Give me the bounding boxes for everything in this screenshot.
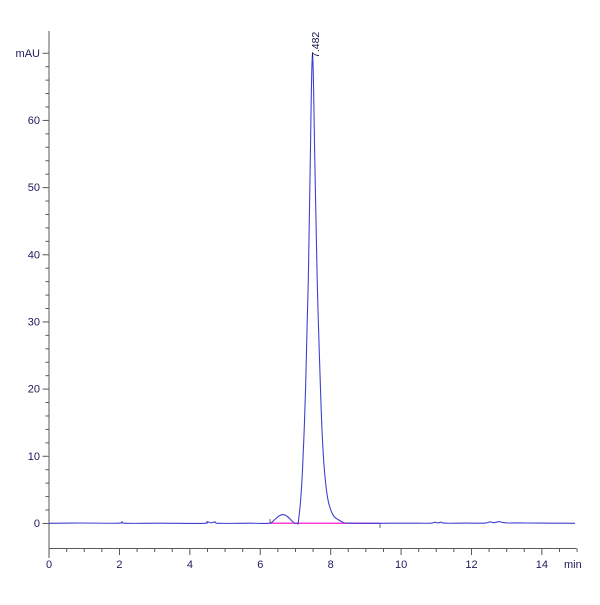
svg-text:12: 12 [465, 559, 477, 571]
svg-text:2: 2 [116, 559, 122, 571]
svg-text:7.482: 7.482 [310, 32, 322, 58]
svg-text:6: 6 [257, 559, 263, 571]
svg-text:10: 10 [395, 559, 407, 571]
svg-text:60: 60 [28, 115, 40, 127]
svg-text:20: 20 [28, 384, 40, 396]
svg-text:4: 4 [187, 559, 193, 571]
svg-text:40: 40 [28, 249, 40, 261]
svg-text:10: 10 [28, 451, 40, 463]
svg-text:mAU: mAU [16, 48, 41, 60]
svg-text:0: 0 [34, 518, 40, 530]
svg-text:8: 8 [328, 559, 334, 571]
svg-text:0: 0 [46, 559, 52, 571]
svg-text:50: 50 [28, 182, 40, 194]
svg-text:min: min [564, 559, 582, 571]
svg-text:30: 30 [28, 316, 40, 328]
svg-text:14: 14 [536, 559, 548, 571]
